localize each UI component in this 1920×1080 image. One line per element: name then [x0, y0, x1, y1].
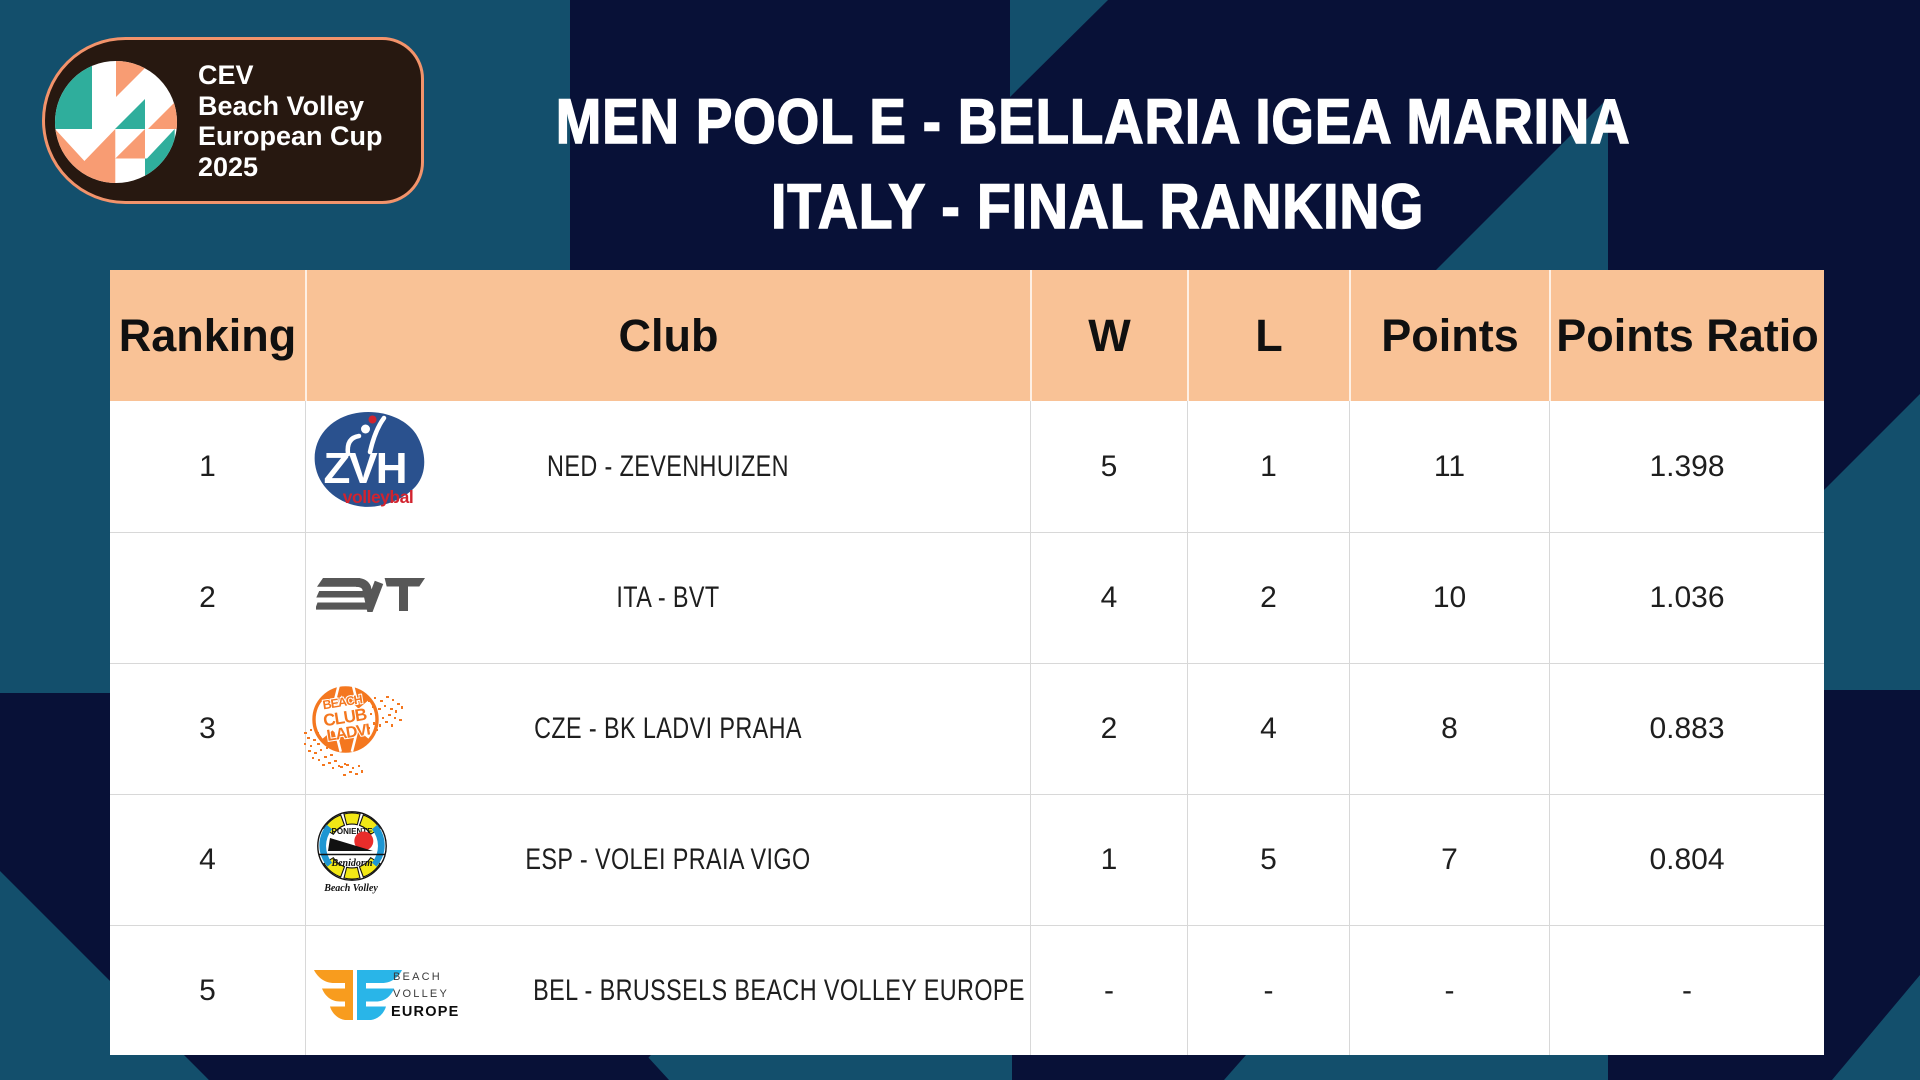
svg-text:Benidorm: Benidorm [330, 858, 372, 869]
svg-text:PONIENTE: PONIENTE [332, 827, 374, 836]
svg-text:EUROPE: EUROPE [391, 1004, 459, 1020]
svg-text:volleybal: volleybal [343, 487, 413, 507]
svg-text:Beach Volley: Beach Volley [323, 883, 378, 894]
svg-text:VOLLEY: VOLLEY [393, 988, 449, 1000]
svg-text:ZVH: ZVH [324, 444, 406, 493]
svg-text:BEACH: BEACH [393, 971, 442, 983]
